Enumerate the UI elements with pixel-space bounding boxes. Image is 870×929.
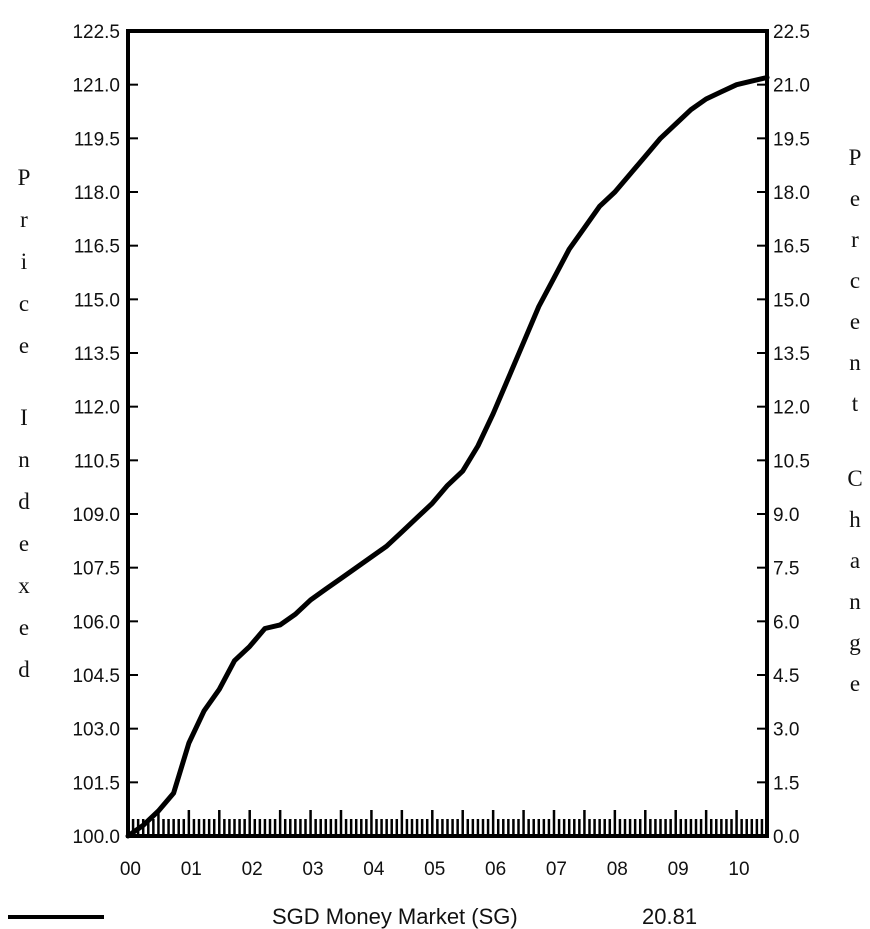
right-tick-label: 18.0 xyxy=(773,183,810,204)
right-tick-label: 6.0 xyxy=(773,612,799,633)
axis-title-letter: x xyxy=(18,573,30,598)
axis-title-letter: d xyxy=(18,657,30,682)
left-tick-label: 106.0 xyxy=(72,612,120,633)
axis-title-letter: P xyxy=(849,145,862,170)
x-tick-label: 00 xyxy=(120,859,141,880)
right-tick-label: 13.5 xyxy=(773,344,810,365)
axis-title-letter: h xyxy=(849,507,861,532)
axis-title-letter: e xyxy=(850,671,860,696)
right-tick-label: 19.5 xyxy=(773,129,810,150)
x-tick-label: 07 xyxy=(546,859,567,880)
right-tick-label: 7.5 xyxy=(773,559,799,580)
x-tick-label: 09 xyxy=(668,859,689,880)
legend-series-value: 20.81 xyxy=(642,904,697,929)
x-tick-label: 05 xyxy=(424,859,445,880)
series-line-sgd-money-market xyxy=(125,75,770,839)
x-tick-label: 10 xyxy=(728,859,749,880)
left-tick-label: 116.5 xyxy=(74,237,120,258)
x-tick-label: 03 xyxy=(302,859,323,880)
x-tick-label: 02 xyxy=(242,859,263,880)
axis-title-letter: a xyxy=(850,548,860,573)
left-tick-label: 118.0 xyxy=(74,183,120,204)
left-axis-ticks: 100.0 101.5 103.0 104.5 106.0 107.5 109.0 110.5… xyxy=(72,22,138,848)
right-tick-label: 9.0 xyxy=(773,505,799,526)
left-tick-label: 122.5 xyxy=(72,22,120,43)
left-tick-label: 110.5 xyxy=(74,451,120,472)
x-tick-label: 06 xyxy=(485,859,506,880)
axis-title-letter: C xyxy=(847,466,862,491)
axis-title-letter: i xyxy=(21,249,27,274)
axis-title-letter: d xyxy=(18,489,30,514)
axis-title-letter: r xyxy=(851,227,859,252)
x-tick-label: 04 xyxy=(363,859,385,880)
left-tick-label: 100.0 xyxy=(72,827,120,848)
axis-title-letter: e xyxy=(19,333,29,358)
x-tick-label: 01 xyxy=(181,859,202,880)
left-tick-label: 112.0 xyxy=(74,398,120,419)
axis-title-letter: c xyxy=(850,268,860,293)
right-tick-label: 4.5 xyxy=(773,666,799,687)
right-tick-label: 16.5 xyxy=(773,237,810,258)
x-axis-ticks: 00 01 02 03 04 05 06 07 08 09 10 xyxy=(120,810,764,880)
right-tick-label: 10.5 xyxy=(773,451,810,472)
right-tick-label: 0.0 xyxy=(773,827,799,848)
left-tick-label: 115.0 xyxy=(74,290,120,311)
left-tick-label: 109.0 xyxy=(72,505,120,526)
left-tick-label: 121.0 xyxy=(72,76,120,97)
right-tick-label: 12.0 xyxy=(773,398,810,419)
left-tick-label: 119.5 xyxy=(74,129,120,150)
axis-title-letter: e xyxy=(19,615,29,640)
left-tick-label: 104.5 xyxy=(72,666,120,687)
axis-title-letter: r xyxy=(20,207,28,232)
right-tick-label: 3.0 xyxy=(773,720,799,741)
left-tick-label: 101.5 xyxy=(72,773,120,794)
right-tick-label: 15.0 xyxy=(773,290,810,311)
right-axis-ticks: 0.0 1.5 3.0 4.5 6.0 7.5 9.0 10.5 12.0 13.5 15.0 16.… xyxy=(757,22,810,848)
axis-title-letter: e xyxy=(850,186,860,211)
left-tick-label: 107.5 xyxy=(72,559,120,580)
plot-frame xyxy=(126,29,769,838)
right-tick-label: 21.0 xyxy=(773,76,810,97)
left-tick-label: 113.5 xyxy=(74,344,120,365)
axis-title-letter: n xyxy=(849,589,861,614)
legend-series-name: SGD Money Market (SG) xyxy=(272,904,518,929)
axis-title-letter: e xyxy=(850,309,860,334)
x-tick-label: 08 xyxy=(607,859,628,880)
axis-title-letter: P xyxy=(18,165,31,190)
left-tick-label: 103.0 xyxy=(72,720,120,741)
axis-title-letter: t xyxy=(852,391,859,416)
axis-title-letter: c xyxy=(19,291,29,316)
right-tick-label: 1.5 xyxy=(773,773,799,794)
axis-title-letter: g xyxy=(849,630,861,655)
axis-title-letter: e xyxy=(19,531,29,556)
axis-title-letter: n xyxy=(849,350,861,375)
right-tick-label: 22.5 xyxy=(773,22,810,43)
axis-title-letter: I xyxy=(20,405,28,430)
axis-title-letter: n xyxy=(18,447,30,472)
